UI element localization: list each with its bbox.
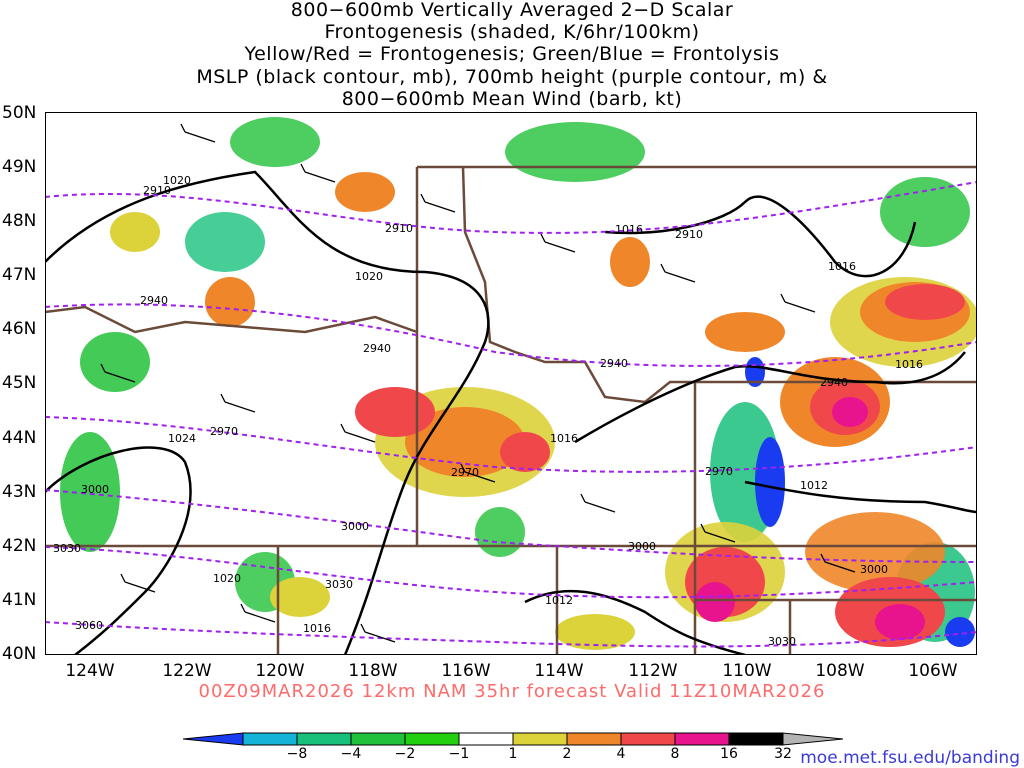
mslp-label: 1016 [895,358,923,371]
forecast-valid-text: 00Z09MAR2026 12km NAM 35hr forecast Vali… [198,681,826,702]
colorbar-tick-label: 1 [508,746,518,762]
lat-label: 40N [2,644,37,664]
mslp-label: 1020 [213,572,241,585]
mslp-label: 1024 [168,432,196,445]
mslp-label: 1012 [545,594,573,607]
contour-labels: 1020 1020 1016 1016 1016 1012 1016 1024 … [53,174,923,648]
height-label: 2970 [705,465,733,478]
mslp-label: 1020 [163,174,191,187]
height-label: 3030 [53,542,81,555]
height-label: 2940 [140,294,168,307]
height-label: 3000 [628,540,656,553]
lat-label: 48N [2,211,37,231]
lon-label: 114W [534,661,584,681]
height-label: 2910 [143,184,171,197]
colorbar-tick-label: 2 [562,746,572,762]
colorbar-segment [242,732,298,746]
colorbar-segment [512,732,568,746]
title-line-5: 800−600mb Mean Wind (barb, kt) [341,88,683,110]
lat-label: 47N [2,265,37,285]
height-label: 2910 [675,228,703,241]
colorbar-segment [296,732,352,746]
colorbar-segment [458,732,514,746]
height-label: 2970 [451,466,479,479]
credit-link[interactable]: moe.met.fsu.edu/banding [800,748,1020,768]
title-line-4: MSLP (black contour, mb), 700mb height (… [196,66,828,88]
wind-barbs [100,123,856,643]
height-label: 2940 [600,357,628,370]
lon-label: 110W [722,661,772,681]
title-line-1: 800−600mb Vertically Averaged 2−D Scalar [290,0,734,21]
colorbar-tick-label: 4 [616,746,626,762]
mslp-contours [45,170,977,655]
colorbar-tick-label: −1 [448,746,470,762]
lat-label: 41N [2,590,37,610]
colorbar-tick-label: 32 [774,746,792,762]
lon-label: 120W [255,661,305,681]
lon-label: 118W [348,661,398,681]
colorbar-tick-label: −2 [394,746,416,762]
lon-label: 108W [815,661,865,681]
height-label: 3000 [341,520,369,533]
height-label: 3030 [325,578,353,591]
colorbar [183,732,843,746]
colorbar-tick-label: −4 [340,746,362,762]
lat-label: 45N [2,373,37,393]
mslp-label: 1016 [828,260,856,273]
mslp-label: 1020 [355,270,383,283]
colorbar-tick-label: −8 [286,746,308,762]
height-label: 2940 [820,376,848,389]
state-borders [45,165,977,655]
lat-label: 44N [2,428,37,448]
lon-label: 122W [162,661,212,681]
lat-label: 46N [2,319,37,339]
mslp-label: 1016 [550,432,578,445]
title-line-2: Frontogenesis (shaded, K/6hr/100km) [324,21,700,43]
colorbar-segment [183,732,244,746]
lon-label: 106W [908,661,958,681]
title-line-3: Yellow/Red = Frontogenesis; Green/Blue =… [244,43,780,65]
lat-label: 43N [2,482,37,502]
height-label: 2940 [363,342,391,355]
colorbar-tick-label: 16 [720,746,738,762]
colorbar-segment [674,732,730,746]
lon-label: 124W [65,661,115,681]
lat-label: 50N [2,103,37,123]
height-label: 2970 [210,425,238,438]
lat-label: 49N [2,157,37,177]
height-label: 3060 [75,619,103,632]
height-label: 3000 [860,563,888,576]
colorbar-segment [620,732,676,746]
lon-label: 112W [628,661,678,681]
colorbar-segment [350,732,406,746]
lon-label: 116W [441,661,491,681]
colorbar-segment [404,732,460,746]
height-label: 3030 [768,635,796,648]
mslp-label: 1016 [303,622,331,635]
height-label: 3000 [81,483,109,496]
mslp-label: 1012 [800,479,828,492]
height-label: 2910 [385,222,413,235]
colorbar-segment [782,732,843,746]
height-contours [45,181,977,648]
colorbar-segment [566,732,622,746]
colorbar-tick-label: 8 [670,746,680,762]
colorbar-segment [728,732,784,746]
frontogenesis-map: 1020 1020 1016 1016 1016 1012 1016 1024 … [45,112,977,655]
lat-label: 42N [2,536,37,556]
mslp-label: 1016 [615,223,643,236]
